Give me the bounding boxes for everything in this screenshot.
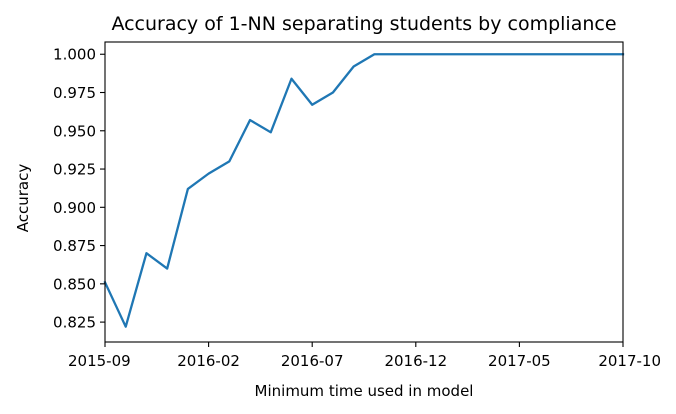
chart-title: Accuracy of 1-NN separating students by … <box>111 13 616 35</box>
series-line-0 <box>103 53 625 328</box>
x-tick-label: 2017-05 <box>488 352 551 370</box>
x-axis: 2015-09 2016-02 2016-07 2016-12 2017-05 2017-… <box>68 342 661 370</box>
x-tick-label: 2016-02 <box>177 352 240 370</box>
x-axis-title: Minimum time used in model <box>255 382 474 400</box>
y-tick-label: 0.925 <box>53 161 96 179</box>
y-tick-label: 0.850 <box>53 275 96 293</box>
y-tick-label: 0.875 <box>53 237 96 255</box>
y-tick-label: 1.000 <box>53 46 96 64</box>
y-tick-label: 0.975 <box>53 84 96 102</box>
x-tick-label: 2016-07 <box>281 352 344 370</box>
y-axis: 0.825 0.850 0.875 0.900 0.925 0.950 0.975 1.000 <box>53 46 105 332</box>
y-tick-label: 0.900 <box>53 199 96 217</box>
x-tick-label: 2016-12 <box>384 352 447 370</box>
x-tick-label: 2015-09 <box>68 352 131 370</box>
y-tick-label: 0.950 <box>53 122 96 140</box>
y-axis-title: Accuracy <box>14 164 32 233</box>
plot-area <box>103 41 625 343</box>
y-tick-label: 0.825 <box>53 314 96 332</box>
x-tick-label: 2017-10 <box>598 352 661 370</box>
plot-frame <box>104 41 624 343</box>
